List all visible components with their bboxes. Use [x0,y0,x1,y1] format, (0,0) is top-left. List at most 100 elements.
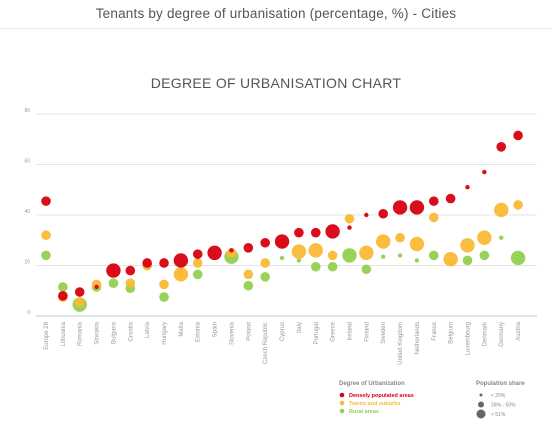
data-point [325,224,340,239]
data-point [392,200,408,215]
x-tick-label: Czech Republic [263,322,269,364]
data-point [243,243,254,253]
page-title: Tenants by degree of urbanisation (perce… [95,6,457,21]
data-point [108,278,119,288]
x-tick-label: Belgium [449,322,455,344]
x-tick-label: Portugal [314,322,320,344]
x-tick-label: France [432,321,438,340]
data-point [409,200,425,215]
y-tick-label: 80 [24,108,30,114]
data-point [445,193,456,204]
data-point [395,232,405,243]
data-point [428,196,439,206]
data-point [41,230,51,240]
data-point [125,278,136,288]
data-point [173,253,189,268]
data-point [414,258,420,263]
size-legend-marker [476,409,486,419]
data-point [159,292,169,302]
size-legend-item: 26% - 50% [491,403,516,409]
data-point [192,258,203,268]
legend-marker [339,392,345,398]
data-point [260,272,270,282]
data-point [361,264,372,275]
size-legend-marker [479,393,483,397]
data-point [310,227,321,238]
data-point [74,287,85,297]
series-0 [41,130,523,301]
data-point [294,227,304,238]
data-point [125,265,136,276]
data-point [496,142,507,152]
data-point [347,225,352,230]
size-legend-title: Population share [476,381,525,387]
data-point [159,279,169,290]
data-point [142,258,152,268]
x-tick-label: Europe 28 [44,321,50,349]
data-point [226,248,237,258]
page-header: Tenants by degree of urbanisation (perce… [0,0,552,29]
data-point [192,269,203,280]
data-point [94,284,99,290]
x-tick-label: Bulgaria [111,321,117,344]
x-tick-label: Germany [499,322,505,347]
x-tick-label: Spain [213,322,219,337]
data-point [74,297,85,307]
x-tick-label: Finland [364,322,370,342]
x-tick-label: Sweden [381,322,387,344]
data-point [159,258,169,268]
data-point [513,200,523,210]
legend-title: Degree of Urbanization [339,381,405,387]
size-legend-item: < 25% [491,393,506,399]
data-point [310,261,321,272]
data-point [260,237,270,248]
data-point [91,279,102,290]
data-point [482,169,487,175]
data-point [260,258,270,268]
x-tick-label: Estonia [196,321,202,342]
data-point [41,250,51,261]
data-point [359,245,374,261]
size-legend-item: > 51% [491,412,506,418]
legend-marker [339,400,345,406]
data-point [428,212,439,223]
legend-item: Densely populated areas [349,393,414,399]
x-tick-label: Croatia [128,321,134,341]
x-tick-label: Ireland [347,322,353,340]
y-tick-label: 60 [24,159,30,165]
data-point [229,248,234,253]
x-tick-label: Hungary [162,322,168,345]
data-point [207,245,222,261]
legend-item: Towns and suburbs [349,401,401,407]
data-point [58,282,68,292]
x-tick-label: Greece [331,321,337,341]
data-point [364,212,369,218]
data-point [465,185,470,190]
data-point [376,234,391,249]
data-point [409,236,425,252]
x-tick-label: Malta [179,321,185,336]
data-point [243,269,254,280]
chart-title: DEGREE OF URBANISATION CHART [150,75,402,91]
x-tick-label: Latvia [145,321,151,338]
data-point [510,250,526,266]
data-point [381,254,386,259]
data-point [291,244,307,259]
x-tick-label: Romania [78,321,84,346]
data-point [279,255,285,261]
data-point [327,250,338,261]
series-1 [41,200,523,307]
y-tick-label: 0 [27,310,30,316]
data-point [397,253,403,258]
x-tick-label: Netherlands [415,322,421,354]
data-point [513,130,523,141]
data-point [460,238,475,253]
data-point [308,243,323,258]
data-point [296,258,302,263]
data-point [479,250,490,261]
size-legend-marker [478,401,484,408]
x-tick-label: Denmark [482,321,488,346]
x-tick-label: Lithuania [61,321,67,346]
data-point [477,230,492,245]
